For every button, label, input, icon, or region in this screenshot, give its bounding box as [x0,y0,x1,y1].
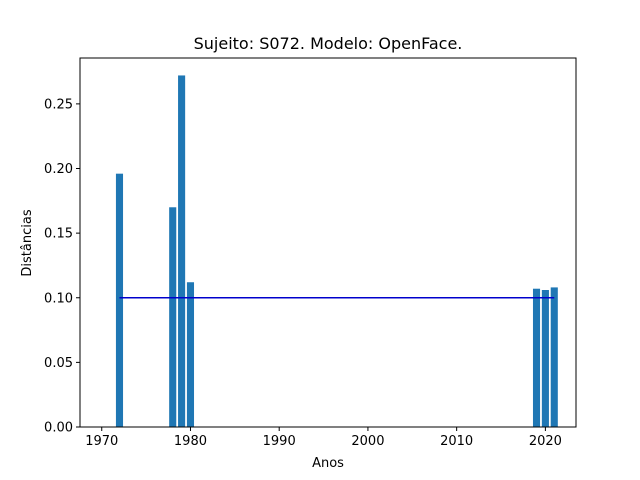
y-tick-label-5: 0.25 [44,97,73,112]
bar-1972 [115,173,124,427]
chart-title: Sujeito: S072. Modelo: OpenFace. [194,34,463,53]
x-axis-ticks: 1970 1980 1990 2000 2010 2020 [85,427,562,449]
y-tick-label-3: 0.15 [44,227,73,242]
y-tick-label-4: 0.20 [44,162,73,177]
bar-1978 [169,207,177,427]
x-tick-label-1990: 1990 [263,434,296,449]
x-tick-label-2020: 2020 [529,434,562,449]
x-tick-label-2010: 2010 [440,434,473,449]
y-axis-label: Distâncias [20,209,35,276]
x-axis-label: Anos [312,456,344,471]
bar-1979 [178,75,186,427]
bar-2021 [550,287,558,427]
y-axis-ticks: 0.00 0.05 0.10 0.15 0.20 0.25 [44,97,80,436]
x-tick-label-1980: 1980 [174,434,207,449]
y-tick-label-1: 0.05 [44,356,73,371]
bars-group [115,75,558,427]
bar-1980 [186,282,195,427]
bar-2020 [541,290,549,427]
plot-area-frame [79,57,577,428]
x-tick-label-1970: 1970 [85,434,118,449]
y-tick-label-0: 0.00 [44,421,73,436]
y-tick-label-2: 0.10 [44,291,73,306]
x-tick-label-2000: 2000 [351,434,384,449]
bar-2019 [532,288,541,427]
